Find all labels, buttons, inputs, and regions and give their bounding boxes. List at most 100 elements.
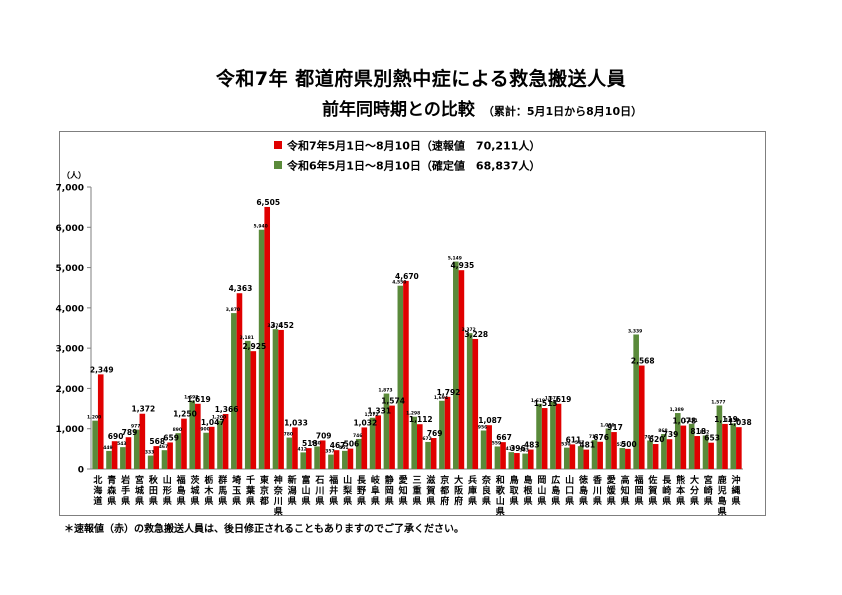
x-tick-label: 県 xyxy=(593,496,602,507)
x-tick-label: 京 xyxy=(260,485,269,497)
x-tick-label: 県 xyxy=(107,496,116,507)
data-label-current: 4,363 xyxy=(229,284,253,293)
bar-current xyxy=(181,418,187,469)
bar-previous xyxy=(688,423,695,469)
data-label-current: 1,619 xyxy=(548,395,572,404)
x-tick-label: 県 xyxy=(163,496,172,507)
data-label-previous: 449 xyxy=(103,445,112,451)
bar-previous xyxy=(536,403,542,469)
bar-previous xyxy=(702,435,709,469)
data-label-current: 2,349 xyxy=(90,365,114,374)
x-tick-label: 奈 xyxy=(481,474,492,486)
bar-previous xyxy=(453,261,459,469)
bar-previous xyxy=(619,447,626,469)
bar-current xyxy=(264,206,271,470)
x-tick-label: 川 xyxy=(273,496,283,507)
x-tick-label: 潟 xyxy=(288,485,297,497)
x-tick-label: 岩 xyxy=(120,474,130,486)
x-tick-label: 県 xyxy=(690,496,699,507)
y-tick-label: 1,000 xyxy=(56,425,84,435)
x-tick-label: 歌 xyxy=(496,485,506,497)
x-tick-label: 県 xyxy=(579,496,588,507)
data-label-current: 483 xyxy=(524,441,540,450)
data-label-previous: 1,694 xyxy=(434,395,448,401)
data-label-previous: 780 xyxy=(284,432,293,438)
x-tick-label: 崎 xyxy=(662,485,671,497)
bar-previous xyxy=(92,420,98,469)
data-label-current: 1,619 xyxy=(187,395,211,404)
bar-current xyxy=(722,423,728,469)
x-tick-label: 静 xyxy=(385,474,394,486)
bar-current xyxy=(652,444,659,469)
x-tick-label: 県 xyxy=(232,496,241,507)
x-tick-label: 山 xyxy=(565,474,574,486)
x-tick-label: 県 xyxy=(468,496,477,507)
data-label-previous: 707 xyxy=(644,435,653,441)
bar-previous xyxy=(258,229,265,469)
data-label-previous: 3,339 xyxy=(628,328,642,334)
x-tick-label: 鹿 xyxy=(717,474,727,486)
data-label-previous: 1,133 xyxy=(725,417,739,423)
x-tick-label: 県 xyxy=(662,496,671,507)
data-label-current: 1,047 xyxy=(201,418,225,427)
data-label-current: 6,505 xyxy=(256,198,280,207)
y-tick-label: 2,000 xyxy=(56,385,84,395)
data-label-previous: 1,200 xyxy=(212,415,226,421)
data-label-previous: 868 xyxy=(658,428,667,434)
x-tick-label: 大 xyxy=(690,474,699,486)
bar-previous xyxy=(272,329,279,469)
x-tick-label: 福 xyxy=(633,474,643,486)
x-tick-label: 秋 xyxy=(148,474,159,486)
bar-current xyxy=(319,440,326,469)
bar-current xyxy=(403,280,409,469)
data-label-current: 4,670 xyxy=(395,272,419,281)
bar-previous xyxy=(106,450,112,469)
bar-previous xyxy=(550,401,556,469)
x-tick-label: 玉 xyxy=(232,486,241,497)
x-tick-label: 県 xyxy=(718,507,727,518)
x-tick-label: 川 xyxy=(592,486,602,497)
x-tick-label: 県 xyxy=(177,496,186,507)
bar-previous xyxy=(133,429,140,469)
data-label-previous: 357 xyxy=(325,449,334,455)
x-tick-label: 県 xyxy=(537,496,546,507)
bar-current xyxy=(347,448,354,469)
bar-current xyxy=(195,403,201,469)
data-label-current: 676 xyxy=(593,433,609,442)
bar-previous xyxy=(563,447,570,469)
subtitle-note: （累計：5月1日から8月10日） xyxy=(482,105,643,118)
bar-previous xyxy=(674,413,681,469)
bar-current xyxy=(736,427,742,469)
x-tick-label: 都 xyxy=(439,485,449,497)
data-label-current: 1,087 xyxy=(478,416,502,425)
x-tick-label: 県 xyxy=(315,496,324,507)
x-tick-label: 県 xyxy=(399,496,408,507)
bar-current xyxy=(611,432,617,469)
bar-current xyxy=(638,365,645,469)
bar-previous xyxy=(466,333,473,469)
data-label-current: 659 xyxy=(163,433,179,442)
x-tick-label: 県 xyxy=(135,496,144,507)
data-label-previous: 530 xyxy=(561,442,570,448)
x-tick-label: 川 xyxy=(314,486,324,497)
x-tick-label: 栃 xyxy=(204,474,213,486)
x-tick-label: 県 xyxy=(412,496,421,507)
data-label-previous: 890 xyxy=(173,427,182,433)
bar-previous xyxy=(397,285,404,469)
bar-current xyxy=(417,424,423,469)
bar-previous xyxy=(369,417,376,469)
bar-current xyxy=(555,403,562,469)
x-tick-label: 知 xyxy=(398,485,408,497)
data-label-current: 611 xyxy=(566,435,582,444)
x-tick-label: 阪 xyxy=(454,485,464,497)
bar-current xyxy=(278,329,284,469)
bar-previous xyxy=(411,416,417,469)
x-tick-label: 道 xyxy=(93,495,102,507)
x-tick-label: 福 xyxy=(328,474,338,486)
x-tick-label: 重 xyxy=(412,485,421,497)
x-tick-label: 県 xyxy=(510,496,519,507)
bar-current xyxy=(125,437,132,469)
x-tick-label: 長 xyxy=(662,475,672,486)
x-tick-label: 岐 xyxy=(371,474,381,486)
bar-previous xyxy=(522,453,528,469)
